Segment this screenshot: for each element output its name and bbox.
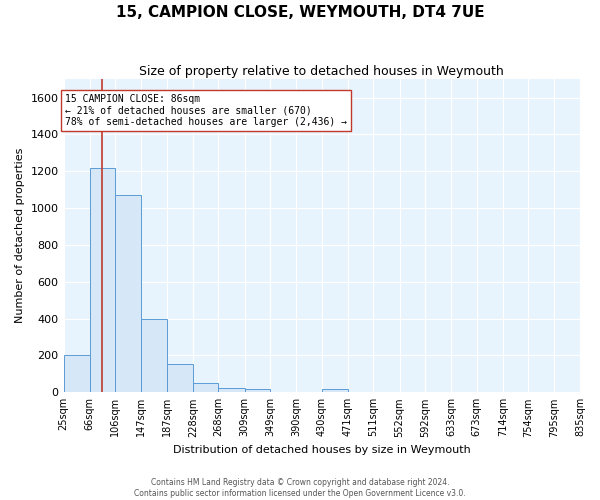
- Bar: [245, 388, 270, 392]
- Text: Contains HM Land Registry data © Crown copyright and database right 2024.
Contai: Contains HM Land Registry data © Crown c…: [134, 478, 466, 498]
- Text: 15, CAMPION CLOSE, WEYMOUTH, DT4 7UE: 15, CAMPION CLOSE, WEYMOUTH, DT4 7UE: [116, 5, 484, 20]
- Bar: [115, 195, 142, 392]
- Bar: [142, 318, 167, 392]
- X-axis label: Distribution of detached houses by size in Weymouth: Distribution of detached houses by size …: [173, 445, 470, 455]
- Bar: [218, 388, 245, 392]
- Bar: [322, 388, 348, 392]
- Title: Size of property relative to detached houses in Weymouth: Size of property relative to detached ho…: [139, 65, 504, 78]
- Text: 15 CAMPION CLOSE: 86sqm
← 21% of detached houses are smaller (670)
78% of semi-d: 15 CAMPION CLOSE: 86sqm ← 21% of detache…: [65, 94, 347, 127]
- Bar: [193, 383, 218, 392]
- Y-axis label: Number of detached properties: Number of detached properties: [15, 148, 25, 324]
- Bar: [167, 364, 193, 392]
- Bar: [89, 168, 115, 392]
- Bar: [64, 356, 89, 393]
